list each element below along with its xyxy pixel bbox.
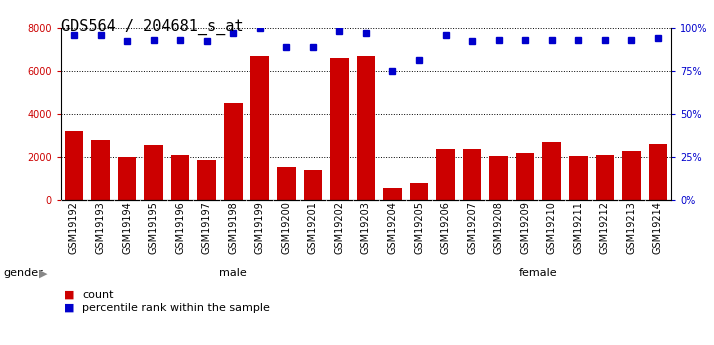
Bar (91, 140, 110, 200)
Text: gender: gender (4, 268, 44, 278)
Bar (197, 160, 216, 200)
Bar (436, 149, 455, 200)
Text: GDS564 / 204681_s_at: GDS564 / 204681_s_at (61, 19, 243, 35)
Bar (171, 155, 189, 200)
Bar (622, 150, 640, 200)
Bar (648, 144, 667, 200)
Text: male: male (219, 268, 247, 278)
Bar (516, 152, 535, 200)
Bar (144, 145, 163, 200)
Text: ▶: ▶ (39, 268, 48, 278)
Bar (543, 142, 561, 200)
Text: female: female (519, 268, 558, 278)
Bar (410, 183, 428, 200)
Text: count: count (82, 290, 114, 300)
Bar (383, 188, 402, 200)
Bar (65, 131, 84, 200)
Bar (251, 56, 269, 200)
Bar (118, 157, 136, 200)
Bar (277, 167, 296, 200)
Text: percentile rank within the sample: percentile rank within the sample (82, 303, 270, 313)
Bar (489, 156, 508, 200)
Bar (224, 103, 243, 200)
Bar (356, 56, 376, 200)
Bar (595, 155, 614, 200)
Bar (303, 170, 322, 200)
Text: ■: ■ (64, 290, 75, 300)
Bar (569, 156, 588, 200)
Bar (463, 149, 481, 200)
Text: ■: ■ (64, 303, 75, 313)
Bar (330, 58, 348, 200)
